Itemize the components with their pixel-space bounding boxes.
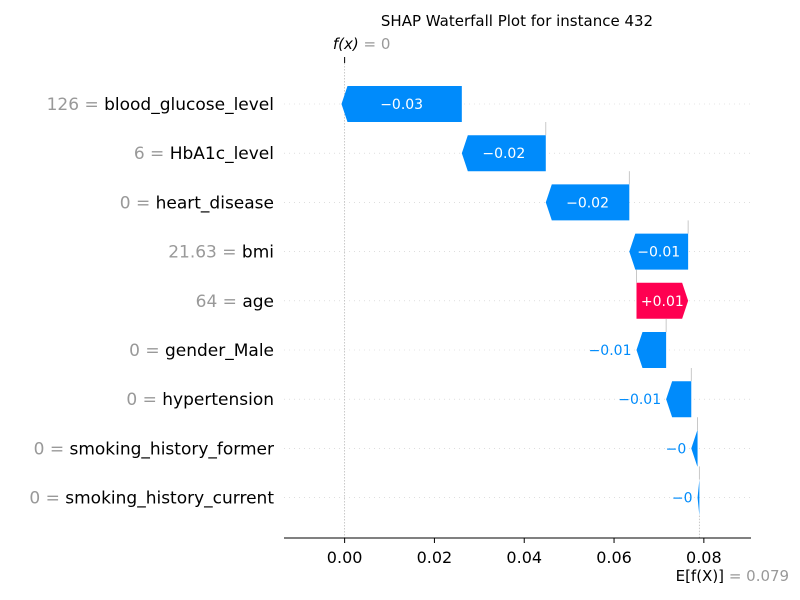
waterfall-bar <box>666 381 692 418</box>
base-name: E[f(X)] <box>676 567 724 585</box>
waterfall-bar <box>629 233 689 270</box>
bar-value-label: −0.02 <box>482 146 525 162</box>
feature-label: 126 = blood_glucose_level <box>47 95 274 115</box>
feature-label: 0 = smoking_history_former <box>34 439 274 459</box>
feature-value: 6 = <box>134 144 170 164</box>
feature-name: smoking_history_former <box>69 439 274 459</box>
bar-value-label: −0.02 <box>566 195 609 211</box>
x-tick-label: 0.06 <box>596 548 632 567</box>
feature-name: age <box>242 292 274 312</box>
feature-name: smoking_history_current <box>65 489 274 509</box>
feature-label: 0 = smoking_history_current <box>29 489 274 509</box>
bar-value-label: −0.01 <box>589 343 632 359</box>
feature-name: hypertension <box>162 390 274 410</box>
fx-name: f(x) <box>333 35 359 53</box>
feature-label: 0 = hypertension <box>126 390 274 410</box>
fx-equals: = <box>359 35 381 53</box>
waterfall-bar <box>341 86 462 122</box>
feature-labels: 126 = blood_glucose_level 6 = HbA1c_level… <box>29 95 274 509</box>
feature-name: blood_glucose_level <box>104 95 274 115</box>
bars: −0.03 −0.02 −0.02 −0.01 +0.01 −0.01 −0.01 −0 −0 <box>341 86 700 538</box>
feature-value: 21.63 = <box>168 243 242 263</box>
feature-value: 0 = <box>126 390 162 410</box>
feature-value: 0 = <box>34 439 70 459</box>
base-equals: = <box>724 567 746 585</box>
feature-name: heart_disease <box>156 193 274 213</box>
waterfall-bar <box>545 184 630 221</box>
x-tick-label: 0.00 <box>327 548 363 567</box>
x-tick-label: 0.04 <box>506 548 542 567</box>
feature-name: gender_Male <box>165 341 274 361</box>
feature-label: 21.63 = bmi <box>168 243 274 263</box>
fx-label: f(x) = 0 <box>333 35 391 53</box>
feature-value: 64 = <box>196 292 243 312</box>
feature-label: 0 = gender_Male <box>129 341 274 361</box>
bar-value-label: −0.01 <box>618 392 661 408</box>
feature-value: 0 = <box>29 489 65 509</box>
waterfall-bar <box>636 332 667 368</box>
feature-label: 0 = heart_disease <box>120 193 274 213</box>
fx-value: 0 <box>381 35 391 53</box>
waterfall-bar <box>461 135 546 172</box>
base-value: 0.079 <box>746 567 789 585</box>
feature-value: 126 = <box>47 95 105 115</box>
waterfall-bar <box>691 430 698 467</box>
bar-value-label: −0.03 <box>380 97 423 113</box>
feature-name: HbA1c_level <box>170 144 274 164</box>
bar-value-label: −0.01 <box>637 245 680 261</box>
x-tick-label: 0.02 <box>417 548 453 567</box>
feature-value: 0 = <box>120 193 156 213</box>
base-value-label: E[f(X)] = 0.079 <box>676 567 790 585</box>
feature-value: 0 = <box>129 341 165 361</box>
bar-value-label: +0.01 <box>641 294 684 310</box>
bar-value-label: −0 <box>666 441 687 457</box>
feature-label: 6 = HbA1c_level <box>134 144 274 164</box>
x-tick-label: 0.08 <box>686 548 722 567</box>
feature-name: bmi <box>242 243 274 263</box>
chart-title: SHAP Waterfall Plot for instance 432 <box>381 12 653 30</box>
bar-value-label: −0 <box>672 491 693 507</box>
waterfall-bar <box>697 479 700 516</box>
waterfall-bar <box>636 282 689 319</box>
feature-label: 64 = age <box>196 292 274 312</box>
x-ticks: 0.00 0.02 0.04 0.06 0.08 <box>327 538 722 567</box>
